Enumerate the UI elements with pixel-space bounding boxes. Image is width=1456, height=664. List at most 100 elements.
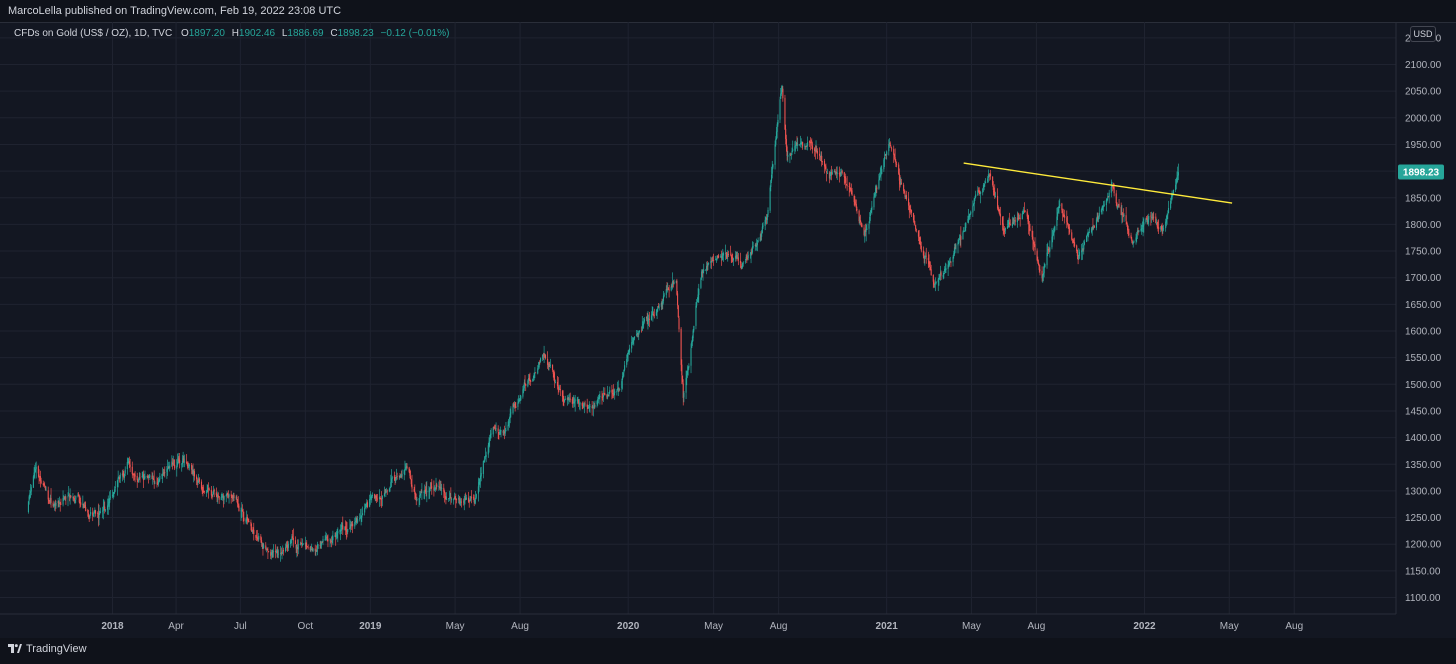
- x-axis[interactable]: 2018 Apr Jul Oct 2019 May Aug 2020 May Aug 2021 May…: [101, 621, 1303, 632]
- candle-body: [424, 489, 426, 493]
- candle-body: [480, 472, 482, 477]
- candle-body: [685, 377, 687, 393]
- candle-body: [489, 434, 491, 439]
- candle-body: [29, 493, 31, 498]
- candle-body: [517, 402, 519, 407]
- candle-body: [994, 191, 996, 197]
- candle-body: [707, 264, 709, 267]
- candle-body: [487, 445, 489, 455]
- candle-body: [673, 281, 675, 285]
- candle-body: [1034, 244, 1036, 251]
- tradingview-brand[interactable]: TradingView: [8, 643, 87, 655]
- candle-body: [256, 536, 258, 538]
- candle-body: [390, 482, 392, 487]
- candle-body: [1009, 223, 1011, 226]
- candle-body: [1167, 214, 1169, 216]
- y-axis[interactable]: 1100.00 1150.00 1200.00 1250.00 1300.00 1350.…: [1405, 33, 1442, 604]
- candle-body: [1132, 241, 1134, 244]
- candle-body: [67, 496, 69, 498]
- candle-body: [405, 465, 407, 468]
- candle-body: [809, 141, 811, 143]
- candle-body: [853, 195, 855, 202]
- candle-body: [143, 477, 145, 480]
- candle-body: [1003, 229, 1005, 231]
- candle-body: [400, 475, 402, 478]
- candle-body: [947, 264, 949, 270]
- candle-body: [774, 144, 776, 165]
- candle-body: [811, 145, 814, 150]
- candle-body: [571, 399, 573, 404]
- candle-body: [191, 465, 193, 470]
- currency-badge[interactable]: USD: [1410, 26, 1436, 42]
- candle-body: [406, 466, 408, 468]
- candle-body: [1165, 219, 1167, 223]
- candle-body: [124, 469, 126, 474]
- candle-body: [574, 399, 576, 402]
- candle-body: [128, 461, 131, 465]
- candle-body: [255, 534, 257, 538]
- candle-body: [215, 492, 217, 496]
- candle-body: [248, 521, 250, 523]
- candle-body: [824, 166, 826, 168]
- candle-body: [1076, 245, 1078, 251]
- candle-body: [977, 190, 979, 196]
- candle-body: [548, 364, 550, 368]
- candle-body: [742, 262, 744, 264]
- candle-body: [752, 246, 754, 248]
- candle-body: [785, 138, 787, 147]
- candle-body: [953, 247, 956, 255]
- candle-body: [588, 407, 590, 409]
- candle-body: [433, 487, 435, 491]
- candle-body: [878, 179, 880, 189]
- candle-body: [1102, 205, 1105, 207]
- candle-body: [231, 495, 233, 497]
- candle-body: [772, 164, 774, 168]
- candle-body: [334, 535, 336, 537]
- candle-body: [568, 399, 570, 401]
- candle-body: [706, 266, 708, 267]
- candle-body: [418, 498, 420, 500]
- low-label: L: [281, 28, 288, 39]
- candle-body: [983, 183, 985, 185]
- candle-body: [349, 527, 351, 530]
- candle-body: [881, 169, 883, 174]
- candle-body: [262, 544, 264, 549]
- candle-body: [917, 230, 920, 237]
- candle-body: [582, 405, 584, 407]
- candle-body: [631, 341, 633, 343]
- candle-body: [691, 336, 693, 343]
- candle-body: [1101, 207, 1103, 211]
- candle-body: [680, 328, 682, 365]
- candle-body: [1014, 220, 1016, 222]
- candle-body: [1032, 236, 1034, 241]
- candle-body: [583, 404, 585, 407]
- candle-body: [434, 489, 436, 490]
- candle-body: [717, 256, 719, 257]
- candle-body: [760, 235, 762, 237]
- candle-body: [841, 170, 843, 174]
- candle-body: [553, 373, 555, 380]
- x-tick-label: May: [704, 621, 723, 632]
- candle-body: [1083, 241, 1086, 245]
- candle-body: [791, 150, 793, 154]
- candle-body: [362, 513, 364, 516]
- candle-body: [1107, 196, 1109, 199]
- candle-body: [806, 145, 808, 147]
- candle-body: [1019, 217, 1021, 220]
- candle-body: [212, 490, 215, 495]
- candle-body: [799, 144, 801, 145]
- candle-body: [424, 489, 426, 492]
- candle-body: [1116, 202, 1118, 207]
- candle-body: [365, 503, 367, 508]
- candle-body: [776, 124, 778, 132]
- candle-body: [792, 149, 794, 151]
- candle-body: [1037, 262, 1040, 266]
- candle-body: [227, 492, 229, 495]
- candle-body: [40, 480, 42, 484]
- candle-body: [814, 148, 816, 151]
- candle-body: [414, 493, 417, 498]
- candle-body: [621, 381, 623, 389]
- candle-body: [1038, 265, 1040, 270]
- candle-body: [1110, 186, 1112, 193]
